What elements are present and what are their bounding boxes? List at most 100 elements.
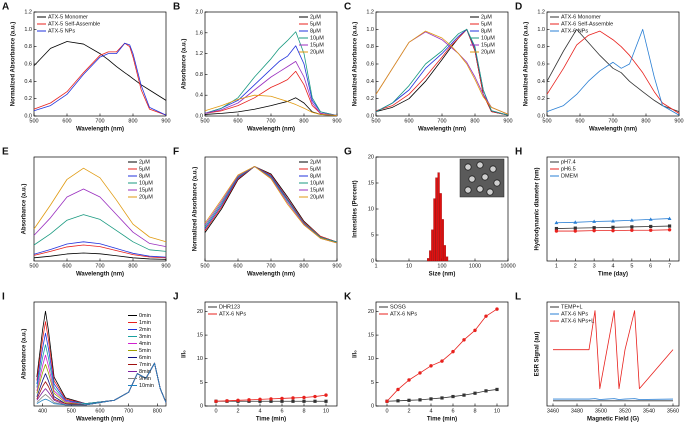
legend-label: 8μM (481, 28, 492, 34)
x-tick-label: 800 (299, 118, 308, 124)
legend-label: SOSG (390, 304, 406, 310)
marker (495, 307, 499, 311)
panel: L 3460 3480 3500 3520 3540 3560 Magnetic Field … (515, 292, 680, 423)
x-axis-title: Wavelength (nm) (247, 127, 295, 133)
panel: H 1 2 3 4 5 6 7 Time (day) Hydrodynamic diameter … (515, 147, 680, 278)
series-line (204, 45, 338, 116)
panel-label: B (173, 2, 180, 13)
legend-label: DMEM (561, 173, 578, 179)
y-tick-label: 0.0 (366, 113, 374, 119)
marker (269, 399, 273, 403)
series-line (204, 94, 338, 116)
legend-label: 2μM (310, 14, 321, 20)
marker (385, 399, 389, 403)
x-tick-label: 7 (668, 263, 671, 269)
y-axis-title: Absorbance (a.u.) (22, 329, 28, 380)
marker (324, 399, 328, 403)
x-tick-label: 700 (608, 118, 617, 124)
legend-label: 2μM (139, 159, 150, 165)
series-line (553, 310, 674, 390)
y-axis-title: Normalized Absorbance (a.u.) (353, 22, 359, 106)
legend-label: 10μM (481, 35, 495, 41)
x-tick-label: 6 (280, 408, 283, 414)
legend-label: ATX-6 Monomer (561, 14, 601, 20)
x-tick-label: 900 (161, 263, 170, 269)
legend-label: 20μM (310, 49, 324, 55)
legend-label: ATX-6 NPs (219, 311, 246, 317)
x-tick-label: 500 (200, 263, 209, 269)
panel: K 0 2 4 6 8 10 0 5 10 15 20 Time (min) I/I₀ SOSGATX-6 … (344, 292, 509, 423)
marker (407, 398, 411, 402)
x-tick-label: 10 (494, 408, 500, 414)
panel: A 500 600 700 800 900 0.0 0.2 0.4 0.6 0.8 1.0 1.2 Wav… (2, 2, 171, 133)
x-tick-label: 400 (38, 408, 47, 414)
panel: D 500 600 700 800 900 0.0 0.2 0.4 0.6 0.8 1.0 1.2 Wav… (515, 2, 684, 133)
marker (649, 228, 653, 232)
panel-label: E (2, 147, 9, 158)
x-tick-label: 700 (95, 263, 104, 269)
x-tick-label: 800 (299, 263, 308, 269)
x-tick-label: 500 (29, 263, 38, 269)
panel: J 0 2 4 6 8 10 0 5 10 15 20 Time (min) I/I₀ DHR123ATX-… (173, 292, 338, 423)
x-tick-label: 4 (611, 263, 614, 269)
marker (429, 397, 433, 401)
tem-particle (481, 173, 489, 181)
x-tick-label: 2 (236, 408, 239, 414)
x-tick-label: 900 (503, 118, 512, 124)
panel: I 400 500 600 700 800 Wavelength (nm) Absorbanc… (2, 292, 167, 423)
x-tick-label: 700 (266, 263, 275, 269)
legend-label: 2μM (481, 14, 492, 20)
marker (573, 229, 577, 233)
x-tick-label: 700 (124, 408, 133, 414)
x-tick-label: 3 (593, 263, 596, 269)
marker (407, 378, 411, 382)
series-line (375, 28, 509, 116)
legend-label: 10μM (310, 180, 324, 186)
marker (291, 399, 295, 403)
x-tick-label: 900 (332, 118, 341, 124)
legend-label: 5μM (481, 21, 492, 27)
y-tick-label: 0.8 (366, 44, 374, 50)
y-tick-label: 0.6 (24, 61, 32, 67)
x-tick-label: 800 (641, 118, 650, 124)
marker (554, 220, 559, 225)
y-tick-label: 5 (371, 232, 374, 238)
x-tick-label: 900 (332, 263, 341, 269)
legend-label: 7min (139, 362, 151, 368)
legend-label: 15μM (139, 187, 153, 193)
legend-label: 20μM (139, 194, 153, 200)
marker (324, 393, 328, 397)
marker (611, 219, 615, 223)
legend-label: ATX-6 NPs (561, 28, 588, 34)
tem-particle (476, 185, 484, 193)
y-tick-label: 1.0 (366, 27, 374, 33)
x-tick-label: 500 (200, 118, 209, 124)
panel-label: A (2, 2, 9, 13)
y-tick-label: 0.2 (366, 96, 374, 102)
marker (269, 397, 273, 401)
series-line (33, 42, 167, 116)
x-tick-label: 600 (233, 263, 242, 269)
x-tick-label: 6 (649, 263, 652, 269)
legend-label: 2min (139, 327, 151, 333)
bar (443, 245, 446, 262)
marker (484, 389, 488, 393)
y-axis-title: Normalized Absorbance (a.u.) (11, 22, 17, 106)
x-tick-label: 800 (128, 263, 137, 269)
legend-label: 3min (139, 334, 151, 340)
y-axis-title: Normalized Absorbance (a.u.) (524, 22, 530, 106)
x-tick-label: 8 (473, 408, 476, 414)
x-tick-label: 8 (302, 408, 305, 414)
x-tick-label: 500 (542, 118, 551, 124)
y-tick-label: 0.4 (24, 79, 32, 85)
marker (418, 398, 422, 402)
y-tick-label: 0.0 (537, 113, 545, 119)
marker (473, 328, 477, 333)
marker (573, 226, 577, 230)
y-axis-title: Absorbance (a.u.) (182, 39, 188, 90)
y-tick-label: 20 (368, 154, 374, 160)
marker (440, 359, 444, 363)
marker (302, 399, 306, 403)
series-line (204, 70, 338, 116)
